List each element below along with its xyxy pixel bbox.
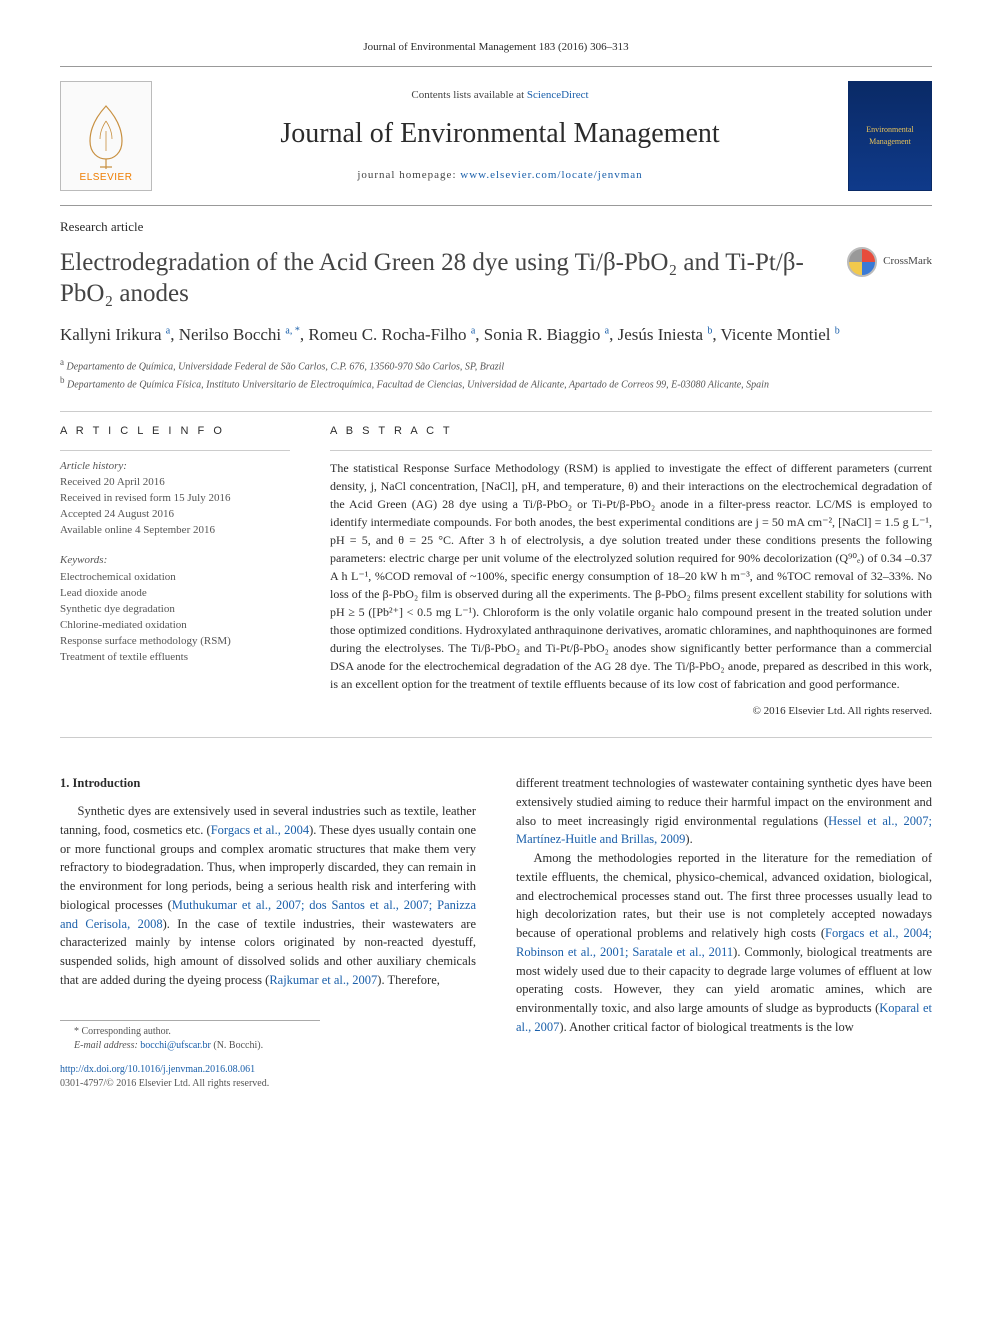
intro-col-right: different treatment technologies of wast… (516, 774, 932, 1053)
info-rule-top (60, 411, 932, 412)
corresponding-author: * Corresponding author. (60, 1025, 320, 1039)
journal-header: ELSEVIER Contents lists available at Sci… (60, 81, 932, 191)
doi-block: http://dx.doi.org/10.1016/j.jenvman.2016… (60, 1063, 932, 1091)
author: Kallyni Irikura a (60, 325, 170, 344)
sciencedirect-link[interactable]: ScienceDirect (527, 89, 589, 101)
author: Jesús Iniesta b (618, 325, 713, 344)
journal-cover-thumbnail: Environmental Management (848, 81, 932, 191)
keyword: Synthetic dye degradation (60, 602, 290, 618)
email-line: E-mail address: bocchi@ufscar.br (N. Boc… (60, 1039, 320, 1053)
history-accepted: Accepted 24 August 2016 (60, 507, 290, 523)
intro-col-left: 1. Introduction Synthetic dyes are exten… (60, 774, 476, 1053)
introduction-heading: 1. Introduction (60, 774, 476, 792)
author-list: Kallyni Irikura a, Nerilso Bocchi a, *, … (60, 323, 932, 348)
author: Romeu C. Rocha-Filho a (308, 325, 475, 344)
issn-copyright: 0301-4797/© 2016 Elsevier Ltd. All right… (60, 1077, 932, 1091)
author: Nerilso Bocchi a, * (179, 325, 300, 344)
affil-link[interactable]: b (707, 326, 712, 337)
affiliation-a: Departamento de Química, Universidade Fe… (67, 361, 505, 372)
doi-link[interactable]: http://dx.doi.org/10.1016/j.jenvman.2016… (60, 1064, 255, 1075)
history-revised: Received in revised form 15 July 2016 (60, 491, 290, 507)
article-type: Research article (60, 218, 932, 237)
intro-paragraph: different treatment technologies of wast… (516, 774, 932, 849)
keyword: Lead dioxide anode (60, 586, 290, 602)
homepage-link[interactable]: www.elsevier.com/locate/jenvman (460, 169, 642, 181)
history-label: Article history: (60, 459, 290, 475)
email-link[interactable]: bocchi@ufscar.br (140, 1040, 211, 1051)
info-subrule (60, 450, 290, 451)
journal-ref-link[interactable]: Journal of Environmental Management 183 … (363, 41, 606, 53)
article-info-heading: A R T I C L E I N F O (60, 424, 290, 440)
top-rule (60, 66, 932, 67)
affil-link[interactable]: a (605, 326, 609, 337)
homepage-line: journal homepage: www.elsevier.com/locat… (172, 168, 828, 184)
citation-link[interactable]: Rajkumar et al., 2007 (269, 973, 377, 987)
crossmark-badge[interactable]: CrossMark (847, 247, 932, 277)
intro-paragraph: Among the methodologies reported in the … (516, 849, 932, 1037)
affil-link[interactable]: b (835, 326, 840, 337)
keyword: Treatment of textile effluents (60, 650, 290, 666)
title-row: Electrodegradation of the Acid Green 28 … (60, 247, 932, 310)
affil-link[interactable]: a, * (285, 326, 299, 337)
elsevier-tree-icon (76, 101, 136, 171)
history-received: Received 20 April 2016 (60, 475, 290, 491)
header-rule (60, 205, 932, 206)
keyword: Chlorine-mediated oxidation (60, 618, 290, 634)
crossmark-icon (847, 247, 877, 277)
affiliations: a Departamento de Química, Universidade … (60, 356, 932, 393)
affil-link[interactable]: a (166, 326, 170, 337)
abstract-text: The statistical Response Surface Methodo… (330, 459, 932, 693)
elsevier-label: ELSEVIER (80, 171, 133, 186)
journal-reference: Journal of Environmental Management 183 … (60, 40, 932, 56)
footnotes: * Corresponding author. E-mail address: … (60, 1020, 320, 1053)
info-abstract-row: A R T I C L E I N F O Article history: R… (60, 424, 932, 719)
article-title: Electrodegradation of the Acid Green 28 … (60, 247, 831, 310)
elsevier-logo: ELSEVIER (60, 81, 152, 191)
abstract-subrule (330, 450, 932, 451)
abstract-heading: A B S T R A C T (330, 424, 932, 440)
affil-link[interactable]: a (471, 326, 475, 337)
author: Sonia R. Biaggio a (484, 325, 609, 344)
abstract-copyright: © 2016 Elsevier Ltd. All rights reserved… (330, 703, 932, 720)
citation-link[interactable]: Forgacs et al., 2004 (211, 823, 309, 837)
keyword: Response surface methodology (RSM) (60, 634, 290, 650)
keyword: Electrochemical oxidation (60, 570, 290, 586)
author: Vicente Montiel b (721, 325, 840, 344)
keywords-label: Keywords: (60, 553, 290, 569)
introduction-columns: 1. Introduction Synthetic dyes are exten… (60, 774, 932, 1053)
crossmark-label: CrossMark (883, 254, 932, 270)
affiliation-b: Departamento de Química Física, Institut… (67, 380, 769, 391)
contents-line: Contents lists available at ScienceDirec… (172, 88, 828, 104)
header-center: Contents lists available at ScienceDirec… (172, 88, 828, 184)
history-online: Available online 4 September 2016 (60, 523, 290, 539)
intro-paragraph: Synthetic dyes are extensively used in s… (60, 802, 476, 990)
abstract: A B S T R A C T The statistical Response… (330, 424, 932, 719)
journal-name: Journal of Environmental Management (172, 114, 828, 155)
info-rule-bottom (60, 737, 932, 738)
article-info: A R T I C L E I N F O Article history: R… (60, 424, 290, 719)
